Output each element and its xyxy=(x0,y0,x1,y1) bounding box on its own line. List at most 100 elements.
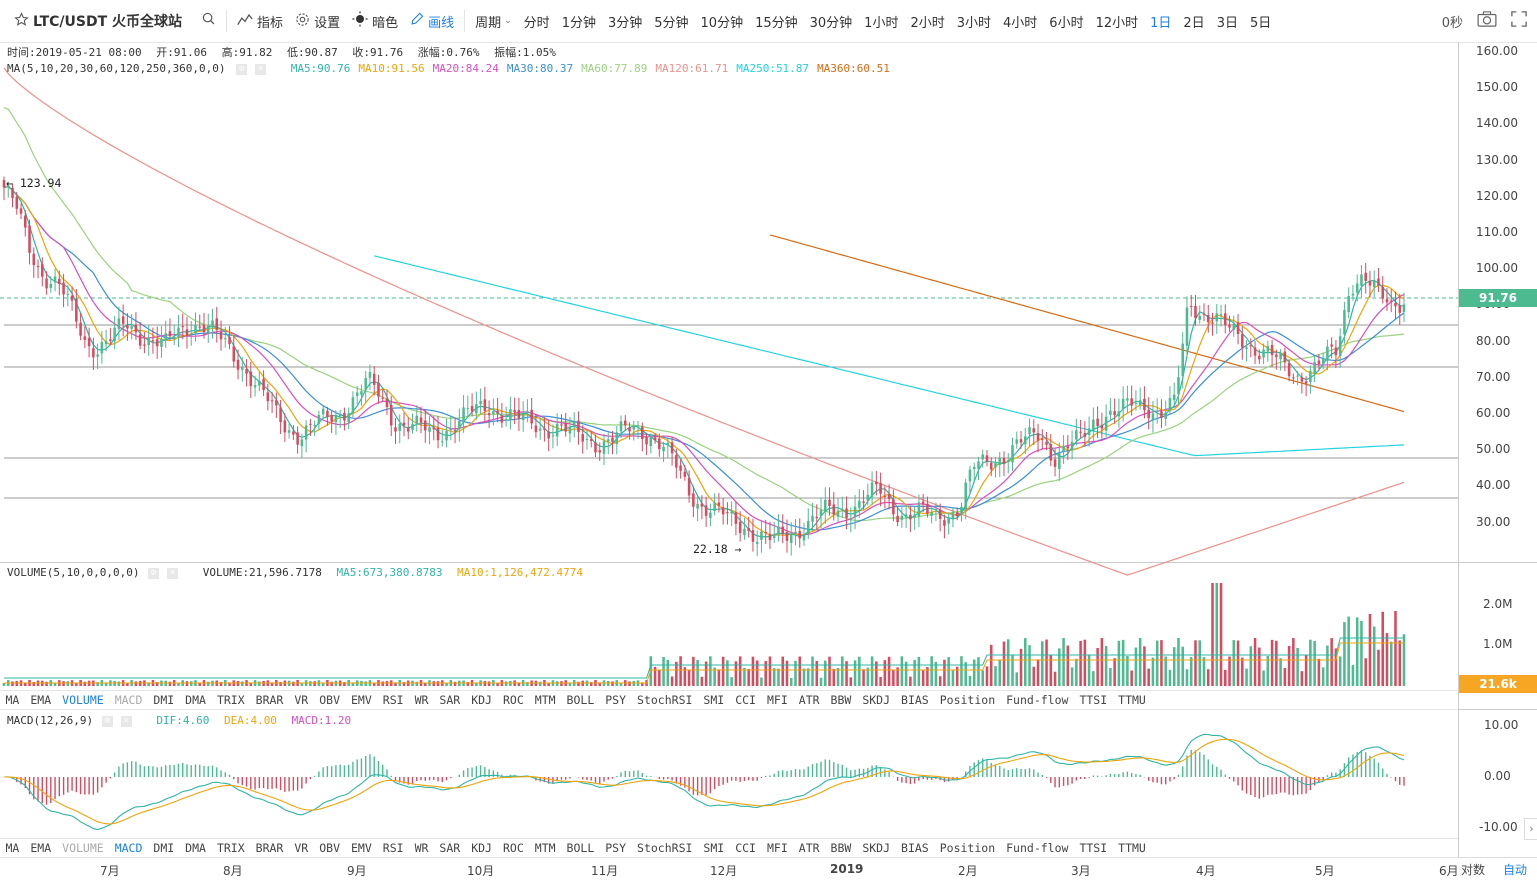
indicator-tab[interactable]: ROC xyxy=(502,693,524,707)
period-option[interactable]: 5分钟 xyxy=(654,15,689,31)
indicator-tab[interactable]: RSI xyxy=(382,693,404,707)
indicator-tab[interactable]: TRIX xyxy=(216,693,245,707)
indicator-tab[interactable]: BOLL xyxy=(566,841,595,855)
indicator-tab[interactable]: EMV xyxy=(351,841,372,855)
indicator-tab[interactable]: DMA xyxy=(185,693,206,707)
indicators-button[interactable]: 指标 xyxy=(231,0,289,42)
indicator-tab[interactable]: Fund-flow xyxy=(1006,693,1069,707)
indicator-tab[interactable]: MACD xyxy=(114,841,143,855)
indicator-tab[interactable]: EMA xyxy=(30,693,52,707)
indicator-tab[interactable]: BOLL xyxy=(566,693,595,707)
indicator-tab[interactable]: SAR xyxy=(439,693,461,707)
period-dropdown[interactable]: 周期 ⌄ xyxy=(469,0,518,42)
indicator-tab[interactable]: StochRSI xyxy=(637,841,693,855)
period-option[interactable]: 3分钟 xyxy=(607,15,643,31)
indicator-tab[interactable]: StochRSI xyxy=(637,693,693,707)
indicator-tab[interactable]: Position xyxy=(939,841,996,855)
indicator-tab[interactable]: PSY xyxy=(605,693,627,707)
indicator-tab[interactable]: Fund-flow xyxy=(1006,841,1069,855)
indicator-tab[interactable]: VR xyxy=(294,693,309,707)
macd-close-icon[interactable]: × xyxy=(120,715,132,727)
period-option[interactable]: 1分钟 xyxy=(561,15,596,31)
indicator-tab[interactable]: MTM xyxy=(534,693,556,707)
period-option[interactable]: 1日 xyxy=(1150,15,1172,31)
indicator-tab[interactable]: MFI xyxy=(766,841,788,855)
indicator-tab[interactable]: SKDJ xyxy=(862,841,891,855)
period-option[interactable]: 分时 xyxy=(523,15,550,31)
ma-close-icon[interactable]: × xyxy=(255,63,267,75)
indicator-tab[interactable]: SMI xyxy=(703,693,725,707)
period-option[interactable]: 3日 xyxy=(1216,15,1238,31)
indicator-tab[interactable]: DMI xyxy=(153,693,175,707)
settings-button[interactable]: 设置 xyxy=(289,0,346,42)
indicator-tab[interactable]: TTSI xyxy=(1079,693,1108,707)
indicator-tab[interactable]: ROC xyxy=(502,841,524,855)
log-scale-button[interactable]: 对数 xyxy=(1461,863,1486,877)
indicator-tab[interactable]: DMA xyxy=(185,841,206,855)
indicator-tab[interactable]: MACD xyxy=(114,693,143,707)
indicator-tab[interactable]: BBW xyxy=(830,693,852,707)
period-option[interactable]: 12小时 xyxy=(1095,15,1139,31)
indicator-tab[interactable]: EMA xyxy=(30,841,52,855)
indicator-tab[interactable]: BBW xyxy=(830,841,852,855)
indicator-tab[interactable]: BRAR xyxy=(255,841,284,855)
indicator-tab[interactable]: Position xyxy=(939,693,996,707)
indicator-tab[interactable]: WR xyxy=(414,841,429,855)
indicator-tab[interactable]: WR xyxy=(414,693,429,707)
indicator-tab[interactable]: OBV xyxy=(319,693,340,707)
indicator-tab[interactable]: VOLUME xyxy=(62,841,104,855)
draw-tools-button[interactable]: 画线 xyxy=(404,0,460,42)
indicator-tab[interactable]: TTMU xyxy=(1118,841,1146,855)
indicator-tab[interactable]: ATR xyxy=(798,693,820,707)
volume-close-icon[interactable]: × xyxy=(167,567,179,579)
indicator-tab[interactable]: BRAR xyxy=(255,693,284,707)
indicator-tab[interactable]: MTM xyxy=(534,841,556,855)
fullscreen-icon[interactable] xyxy=(1511,11,1527,31)
indicator-tab[interactable]: CCI xyxy=(735,693,756,707)
indicator-tab[interactable]: EMV xyxy=(351,693,372,707)
indicator-tab[interactable]: ATR xyxy=(798,841,820,855)
period-option[interactable]: 2小时 xyxy=(910,15,945,31)
indicator-tab[interactable]: TTSI xyxy=(1079,841,1108,855)
period-option[interactable]: 3小时 xyxy=(956,15,992,31)
indicator-tab[interactable]: MA xyxy=(5,841,20,855)
search-button[interactable] xyxy=(196,0,222,42)
auto-scale-button[interactable]: 自动 xyxy=(1503,863,1528,877)
volume-bar xyxy=(1343,622,1346,686)
indicator-tab[interactable]: SKDJ xyxy=(862,693,891,707)
symbol-selector[interactable]: LTC/USDT 火币全球站 xyxy=(0,0,188,42)
period-option[interactable]: 1小时 xyxy=(864,15,899,31)
indicator-tab[interactable]: KDJ xyxy=(471,841,492,855)
period-option[interactable]: 10分钟 xyxy=(700,15,744,31)
indicator-tab[interactable]: SAR xyxy=(439,841,461,855)
period-option[interactable]: 6小时 xyxy=(1049,15,1084,31)
period-option[interactable]: 30分钟 xyxy=(809,15,853,31)
period-option[interactable]: 15分钟 xyxy=(755,15,798,31)
indicator-tab[interactable]: PSY xyxy=(605,841,627,855)
indicator-tab[interactable]: TTMU xyxy=(1118,693,1146,707)
indicator-tab[interactable]: MFI xyxy=(766,693,788,707)
indicator-tab[interactable]: BIAS xyxy=(901,841,929,855)
indicator-tab[interactable]: TRIX xyxy=(216,841,245,855)
indicator-tab[interactable]: DMI xyxy=(153,841,175,855)
indicator-tab[interactable]: VOLUME xyxy=(62,693,104,707)
indicator-tab[interactable]: VR xyxy=(294,841,309,855)
indicator-tab[interactable]: MA xyxy=(5,693,20,707)
theme-toggle[interactable]: 暗色 xyxy=(346,0,404,42)
indicator-tab[interactable]: SMI xyxy=(703,841,725,855)
volume-settings-icon[interactable]: ⚙ xyxy=(148,567,160,579)
period-option[interactable]: 5日 xyxy=(1249,15,1272,31)
indicator-tab[interactable]: KDJ xyxy=(471,693,492,707)
macd-settings-icon[interactable]: ⚙ xyxy=(101,715,113,727)
scroll-right-icon[interactable]: › xyxy=(1524,818,1537,840)
indicator-tab[interactable]: RSI xyxy=(382,841,404,855)
ma-settings-icon[interactable]: ⚙ xyxy=(236,63,248,75)
star-icon[interactable] xyxy=(14,11,29,31)
camera-icon[interactable] xyxy=(1477,11,1497,31)
period-option[interactable]: 4小时 xyxy=(1003,15,1038,31)
indicator-tab[interactable]: CCI xyxy=(735,841,756,855)
period-option[interactable]: 2日 xyxy=(1183,15,1205,31)
indicator-tab[interactable]: OBV xyxy=(319,841,340,855)
indicator-tab[interactable]: BIAS xyxy=(901,693,929,707)
